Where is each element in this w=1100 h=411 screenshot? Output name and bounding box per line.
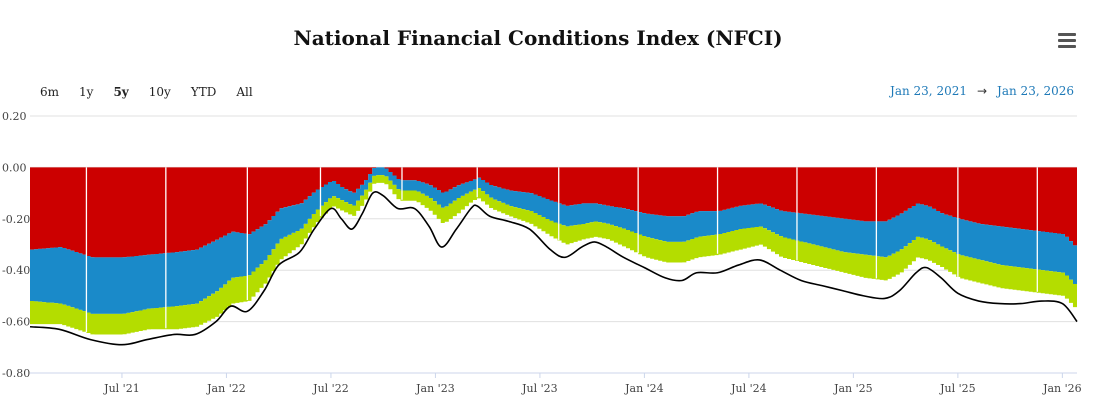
range-button-10y[interactable]: 10y: [148, 85, 171, 99]
y-tick-label: -0.40: [2, 264, 30, 277]
x-tick-label: Jul '21: [103, 382, 140, 395]
range-button-ytd[interactable]: YTD: [190, 85, 217, 99]
range-button-6m[interactable]: 6m: [40, 85, 60, 99]
x-tick-label: Jul '25: [939, 382, 976, 395]
x-tick-label: Jan '22: [206, 382, 246, 395]
area-layers: [30, 167, 1077, 335]
date-range-display: Jan 23, 2021 → Jan 23, 2026: [890, 84, 1074, 98]
x-tick-label: Jan '25: [833, 382, 873, 395]
range-button-all[interactable]: All: [236, 85, 253, 99]
x-tick-label: Jan '26: [1042, 382, 1082, 395]
hamburger-menu-icon[interactable]: [1058, 33, 1076, 49]
nfci-line-group: [29, 191, 1078, 346]
nfci-line: [29, 191, 1078, 346]
y-tick-label: -0.20: [2, 213, 30, 226]
x-tick-label: Jan '23: [415, 382, 455, 395]
date-from-input[interactable]: Jan 23, 2021: [890, 84, 967, 98]
y-axis: 0.20 0.00 -0.20 -0.40 -0.60 -0.80: [2, 110, 30, 380]
x-axis: Jul '21 Jan '22 Jul '22 Jan '23 Jul '23 Jan '…: [30, 372, 1082, 395]
date-to-input[interactable]: Jan 23, 2026: [997, 84, 1074, 98]
x-tick-label: Jul '22: [312, 382, 349, 395]
chart-title: National Financial Conditions Index (NFC…: [293, 26, 783, 50]
arrow-right-icon: →: [976, 84, 988, 98]
quarter-markers: [85, 167, 1038, 333]
x-tick-label: Jul '24: [730, 382, 767, 395]
area-credit: [30, 167, 1077, 314]
y-tick-label: 0.00: [2, 161, 27, 174]
y-tick-label: -0.80: [2, 367, 30, 380]
x-tick-label: Jul '23: [521, 382, 558, 395]
x-tick-label: Jan '24: [624, 382, 664, 395]
y-tick-label: -0.60: [2, 316, 30, 329]
area-leverage: [30, 167, 1077, 258]
range-selector: 6m 1y 5y 10y YTD All: [32, 84, 265, 100]
range-button-5y[interactable]: 5y: [113, 85, 129, 99]
y-tick-label: 0.20: [2, 110, 27, 123]
nfci-chart: 0.20 0.00 -0.20 -0.40 -0.60 -0.80 Jul '21 Jan …: [2, 110, 1082, 395]
area-risk: [30, 175, 1077, 335]
range-button-1y[interactable]: 1y: [79, 85, 94, 99]
